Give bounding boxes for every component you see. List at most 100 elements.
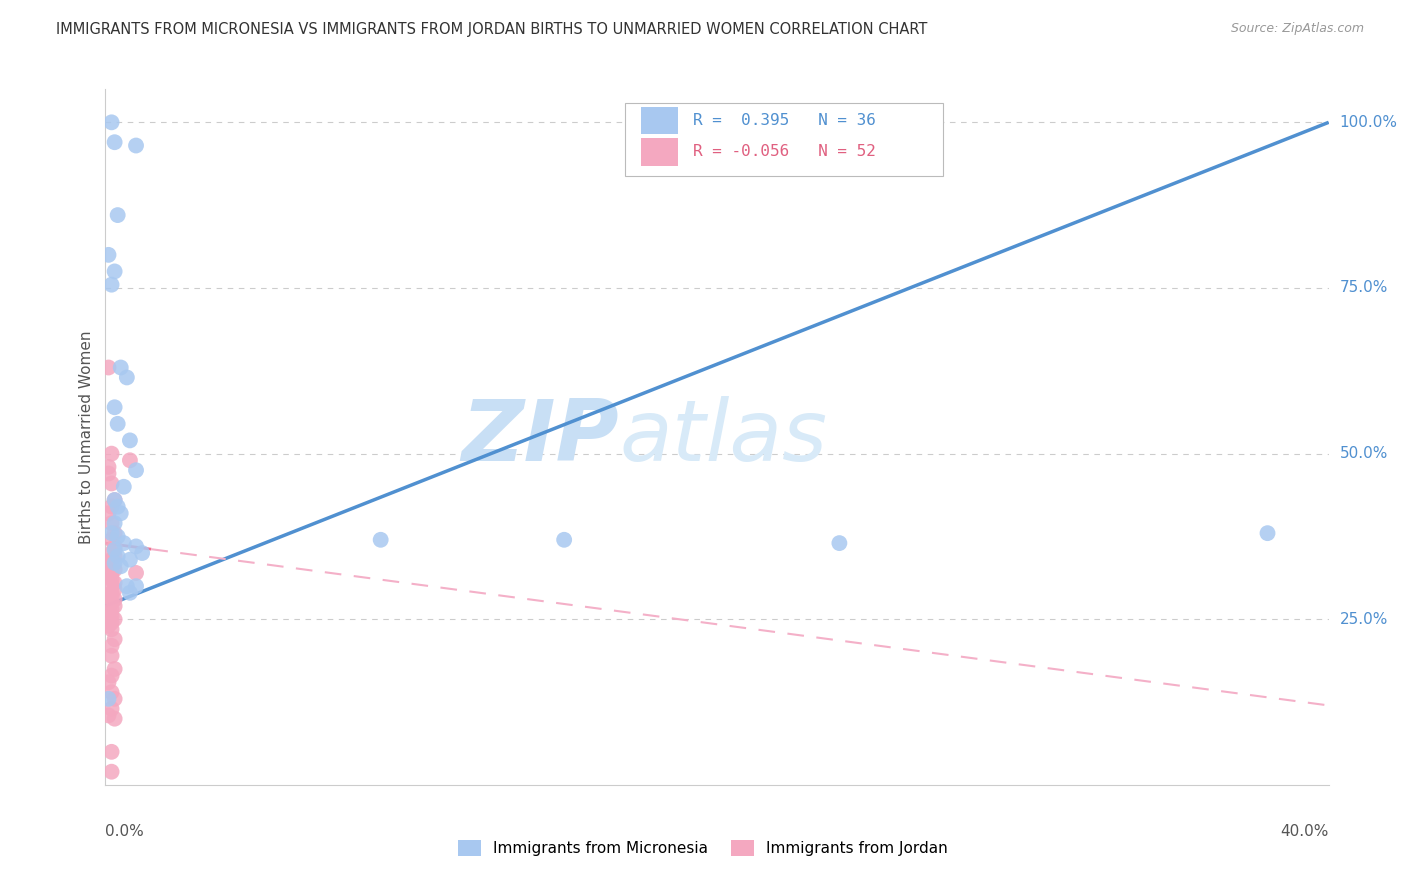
Point (112, 536, 135, 550)
Point (104, 493, 127, 508)
Point (104, 540, 127, 554)
Bar (641, 106, 678, 135)
Point (97, 467, 120, 481)
Point (100, 516, 122, 531)
Text: 40.0%: 40.0% (1281, 824, 1329, 838)
Point (118, 586, 141, 600)
Point (125, 566, 148, 580)
Point (104, 662, 127, 676)
Point (125, 463, 148, 477)
Point (100, 596, 122, 610)
Point (97, 459, 120, 474)
Point (104, 549, 127, 564)
Y-axis label: Births to Unmarried Women: Births to Unmarried Women (79, 330, 94, 544)
Point (100, 615, 122, 630)
Point (370, 533, 392, 547)
Text: R = -0.056   N = 52: R = -0.056 N = 52 (693, 145, 876, 160)
Point (100, 668, 122, 682)
Text: 75.0%: 75.0% (1340, 280, 1388, 295)
Point (97, 708, 120, 723)
Point (100, 648, 122, 663)
Point (100, 764, 122, 779)
Point (110, 559, 132, 574)
Point (97, 360, 120, 375)
Point (100, 500, 122, 514)
Point (104, 542, 127, 557)
Point (97, 589, 120, 603)
Point (100, 602, 122, 616)
Point (553, 533, 575, 547)
Text: Source: ZipAtlas.com: Source: ZipAtlas.com (1230, 22, 1364, 36)
Point (828, 536, 851, 550)
Point (97, 675, 120, 690)
Point (104, 563, 127, 577)
Point (104, 135, 127, 149)
Point (115, 579, 138, 593)
Point (97, 506, 120, 520)
Point (100, 559, 122, 574)
Point (104, 632, 127, 647)
Point (97, 606, 120, 620)
Point (118, 453, 141, 467)
Point (100, 609, 122, 624)
Point (104, 493, 127, 508)
Point (100, 579, 122, 593)
Point (97, 691, 120, 706)
Point (104, 691, 127, 706)
Text: 100.0%: 100.0% (1340, 115, 1398, 130)
Text: 25.0%: 25.0% (1340, 612, 1388, 627)
Point (115, 370, 138, 384)
Point (104, 575, 127, 590)
Bar (641, 138, 678, 166)
FancyBboxPatch shape (626, 103, 943, 177)
Point (104, 516, 127, 531)
Point (100, 745, 122, 759)
Point (104, 401, 127, 415)
Point (97, 556, 120, 570)
Text: 0.0%: 0.0% (105, 824, 145, 838)
Point (100, 589, 122, 603)
Text: 50.0%: 50.0% (1340, 446, 1388, 461)
Point (1256, 526, 1278, 541)
Point (110, 506, 132, 520)
Point (100, 566, 122, 580)
Point (107, 500, 129, 514)
Point (97, 619, 120, 633)
Point (97, 569, 120, 583)
Point (100, 552, 122, 566)
Point (107, 208, 129, 222)
Point (100, 586, 122, 600)
Point (104, 526, 127, 541)
Point (125, 138, 148, 153)
Legend: Immigrants from Micronesia, Immigrants from Jordan: Immigrants from Micronesia, Immigrants f… (451, 834, 955, 862)
Point (104, 556, 127, 570)
Point (104, 712, 127, 726)
Point (100, 639, 122, 653)
Point (107, 417, 129, 431)
Point (100, 702, 122, 716)
Point (100, 476, 122, 491)
Point (104, 599, 127, 613)
Point (112, 480, 135, 494)
Point (125, 540, 148, 554)
Text: ZIP: ZIP (461, 395, 619, 479)
Point (100, 533, 122, 547)
Text: atlas: atlas (619, 395, 827, 479)
Point (100, 277, 122, 292)
Point (100, 573, 122, 587)
Point (100, 115, 122, 129)
Point (125, 579, 148, 593)
Point (97, 248, 120, 262)
Point (107, 549, 129, 564)
Point (100, 526, 122, 541)
Point (118, 434, 141, 448)
Point (118, 552, 141, 566)
Point (110, 360, 132, 375)
Point (100, 622, 122, 636)
Text: R =  0.395   N = 36: R = 0.395 N = 36 (693, 113, 876, 128)
Point (100, 546, 122, 560)
Point (104, 592, 127, 607)
Text: IMMIGRANTS FROM MICRONESIA VS IMMIGRANTS FROM JORDAN BIRTHS TO UNMARRIED WOMEN C: IMMIGRANTS FROM MICRONESIA VS IMMIGRANTS… (56, 22, 928, 37)
Point (104, 264, 127, 278)
Point (100, 685, 122, 699)
